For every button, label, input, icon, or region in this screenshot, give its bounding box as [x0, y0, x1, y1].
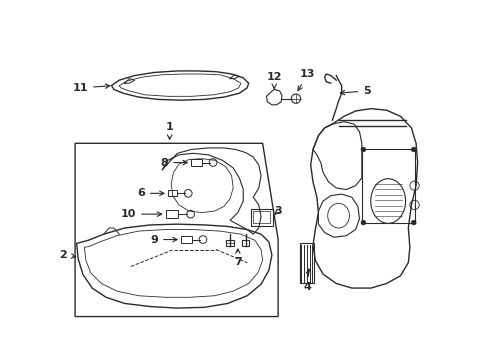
Text: 13: 13: [297, 69, 315, 91]
Circle shape: [410, 147, 415, 152]
Text: 4: 4: [303, 269, 311, 292]
Bar: [191, 159, 202, 166]
Text: 7: 7: [233, 249, 241, 267]
Text: 8: 8: [160, 158, 187, 167]
Text: 3: 3: [274, 206, 281, 216]
Text: 10: 10: [121, 209, 162, 219]
Text: 9: 9: [150, 235, 177, 244]
Circle shape: [410, 220, 415, 225]
Bar: [299, 243, 313, 283]
Text: 11: 11: [73, 83, 110, 93]
Bar: [181, 237, 192, 243]
Text: 2: 2: [60, 250, 76, 260]
Bar: [253, 211, 270, 223]
Bar: [226, 240, 233, 247]
Bar: [250, 209, 272, 226]
Text: 6: 6: [137, 188, 163, 198]
Circle shape: [360, 220, 365, 225]
Bar: [241, 240, 249, 247]
Bar: [168, 190, 177, 197]
Text: 12: 12: [266, 72, 282, 89]
Bar: [165, 210, 178, 218]
Bar: [361, 149, 414, 222]
Text: 1: 1: [165, 122, 173, 139]
Text: 5: 5: [340, 86, 370, 96]
Circle shape: [360, 147, 365, 152]
